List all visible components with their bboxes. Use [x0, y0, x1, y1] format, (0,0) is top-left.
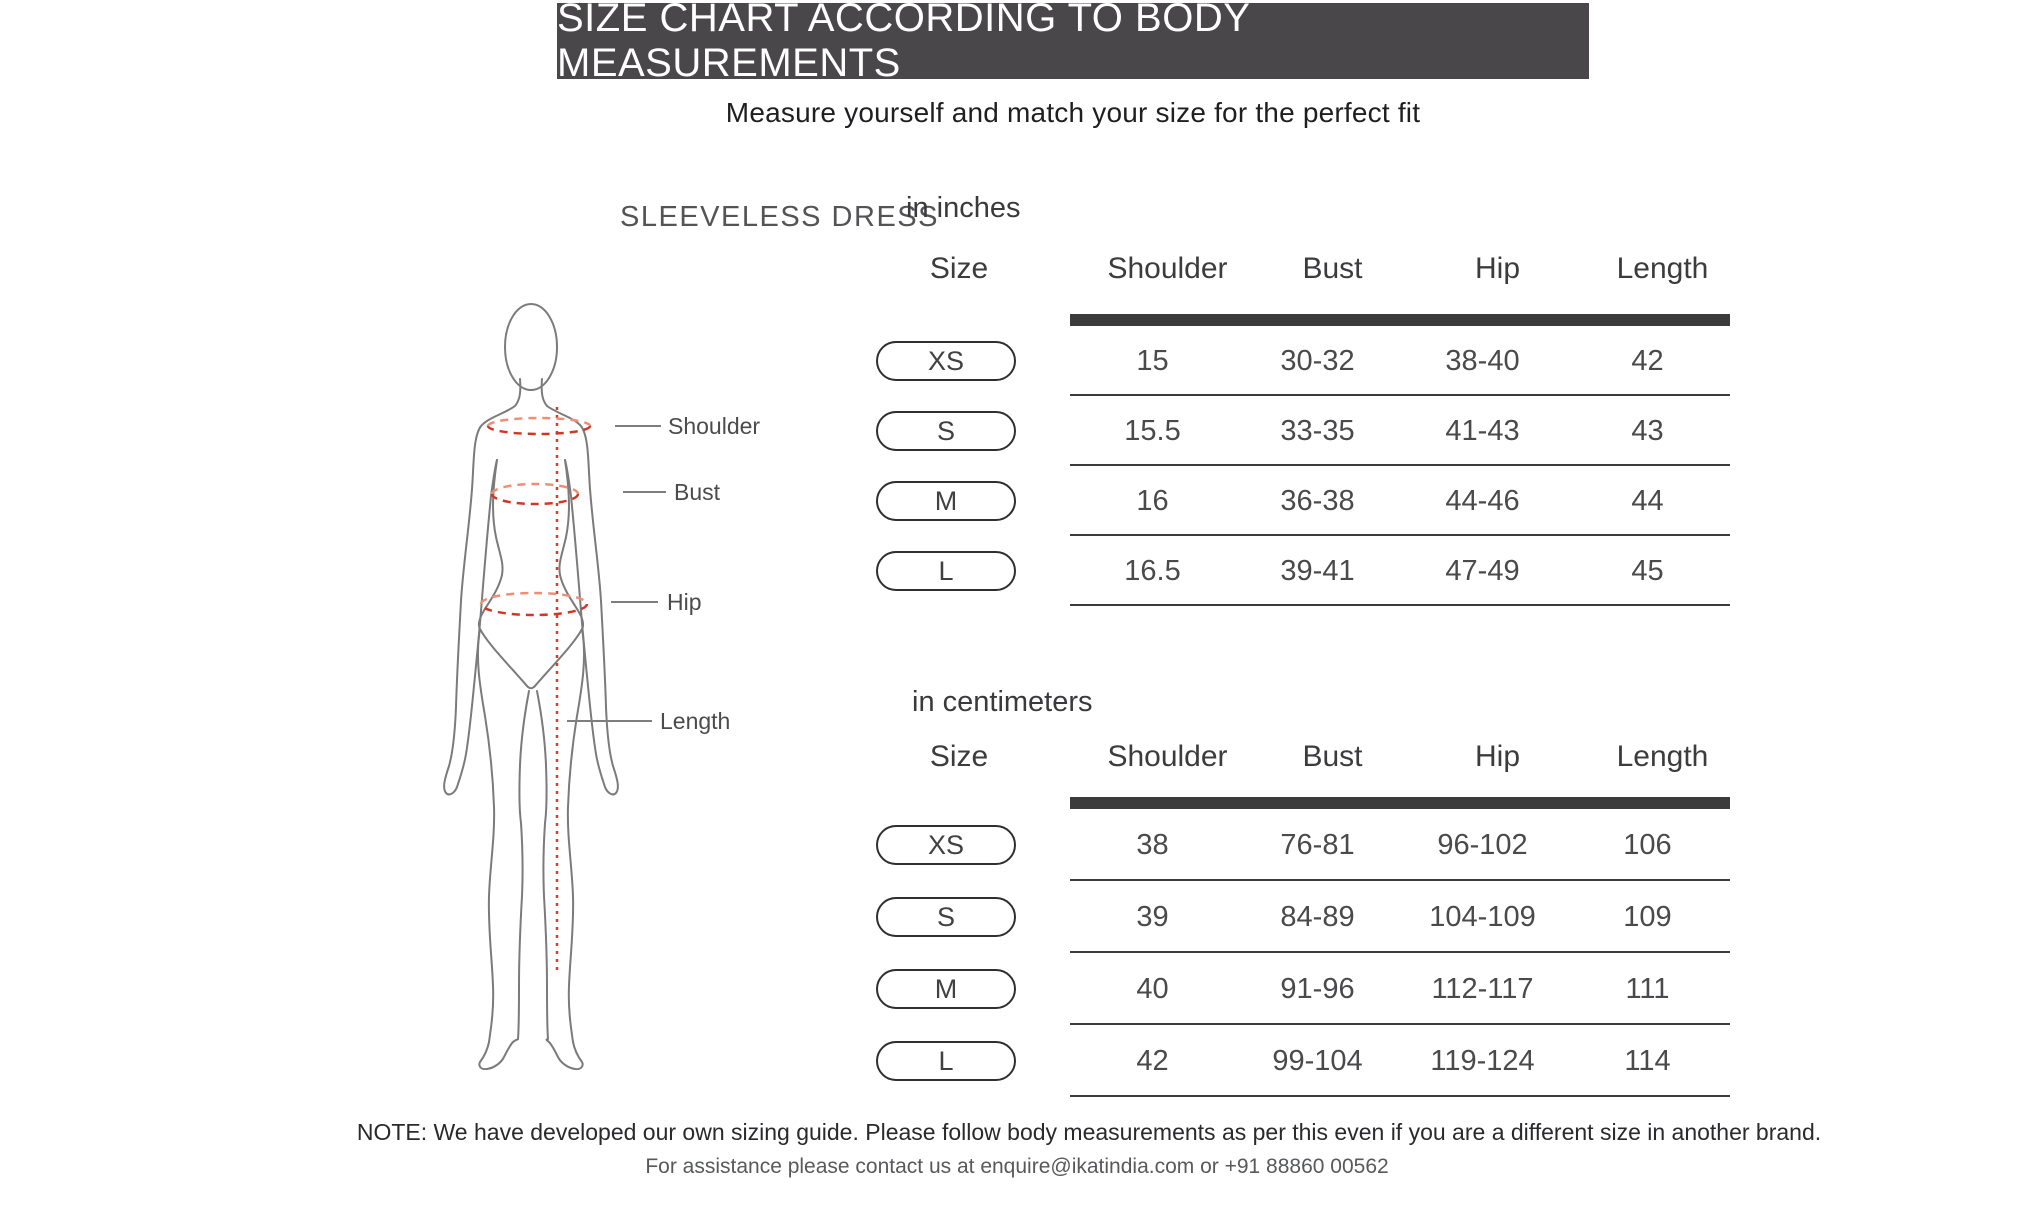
body-outline: [443, 303, 619, 1070]
length-value: 106: [1623, 828, 1672, 861]
length-label: Length: [660, 708, 731, 734]
size-table-centimeters: Size Shoulder Bust Hip Length XS 38 76-8…: [876, 728, 1730, 1097]
length-value: 44: [1631, 484, 1664, 517]
hip-value: 47-49: [1445, 554, 1520, 587]
column-header-bust: Bust: [1302, 252, 1363, 285]
hip-value: 104-109: [1429, 900, 1536, 933]
bust-value: 99-104: [1272, 1044, 1363, 1077]
column-header-shoulder: Shoulder: [1107, 740, 1228, 773]
column-header-hip: Hip: [1474, 252, 1520, 285]
column-header-shoulder: Shoulder: [1107, 252, 1228, 285]
size-pill: M: [876, 481, 1016, 521]
size-pill: L: [876, 1041, 1016, 1081]
size-pill: XS: [876, 341, 1016, 381]
table-rule: [1070, 951, 1730, 953]
shoulder-value: 42: [1136, 1044, 1169, 1077]
size-pill: S: [876, 411, 1016, 451]
hip-value: 112-117: [1431, 972, 1534, 1005]
table-rule: [1070, 394, 1730, 396]
product-name: SLEEVELESS DRESS: [620, 201, 939, 233]
assistance-contact: For assistance please contact us at enqu…: [645, 1155, 1389, 1178]
shoulder-value: 39: [1136, 900, 1169, 933]
shoulder-value: 16.5: [1124, 554, 1181, 587]
shoulder-value: 40: [1136, 972, 1169, 1005]
column-header-length: Length: [1616, 252, 1709, 285]
table-rule: [1070, 1095, 1730, 1097]
shoulder-value: 15.5: [1124, 414, 1181, 447]
table-row-l: L 16.5 39-41 47-49 45: [876, 536, 1730, 606]
bust-value: 76-81: [1280, 828, 1355, 861]
table-rule: [1070, 1023, 1730, 1025]
table-rule: [1070, 464, 1730, 466]
shoulder-leader-line: [615, 425, 661, 427]
length-value: 45: [1631, 554, 1664, 587]
shoulder-label: Shoulder: [668, 413, 761, 439]
length-leader-line: [567, 720, 652, 722]
size-pill: M: [876, 969, 1016, 1009]
hip-value: 38-40: [1445, 344, 1520, 377]
table-row-l: L 42 99-104 119-124 114: [876, 1025, 1730, 1097]
bust-value: 39-41: [1280, 554, 1355, 587]
table-rule: [1070, 604, 1730, 606]
hip-value: 44-46: [1445, 484, 1520, 517]
length-value: 109: [1623, 900, 1672, 933]
size-pill: L: [876, 551, 1016, 591]
table-rule: [1070, 797, 1730, 809]
hip-value: 119-124: [1430, 1044, 1535, 1077]
column-header-size: Size: [929, 740, 989, 773]
hip-label: Hip: [667, 589, 702, 615]
bust-label: Bust: [674, 479, 721, 505]
table-rule: [1070, 534, 1730, 536]
sizing-note: NOTE: We have developed our own sizing g…: [356, 1119, 1822, 1145]
size-pill: XS: [876, 825, 1016, 865]
column-header-length: Length: [1616, 740, 1709, 773]
bust-value: 36-38: [1280, 484, 1355, 517]
bust-value: 30-32: [1280, 344, 1355, 377]
table-header-row: Size Shoulder Bust Hip Length: [876, 240, 1730, 326]
female-body-figure: [443, 303, 619, 1070]
table-row-s: S 39 84-89 104-109 109: [876, 881, 1730, 953]
column-header-hip: Hip: [1474, 740, 1520, 773]
length-value: 111: [1625, 972, 1670, 1005]
hip-guide-line: [479, 591, 589, 605]
bust-leader-line: [623, 491, 666, 493]
hip-value: 41-43: [1445, 414, 1520, 447]
column-header-size: Size: [929, 252, 989, 285]
length-value: 42: [1631, 344, 1664, 377]
unit-label-inches: in inches: [906, 192, 1021, 224]
column-header-bust: Bust: [1302, 740, 1363, 773]
size-pill: S: [876, 897, 1016, 937]
subtitle: Measure yourself and match your size for…: [725, 97, 1421, 128]
unit-label-centimeters: in centimeters: [912, 686, 1093, 718]
table-rule: [1070, 879, 1730, 881]
table-header-row: Size Shoulder Bust Hip Length: [876, 728, 1730, 809]
table-row-m: M 40 91-96 112-117 111: [876, 953, 1730, 1025]
shoulder-value: 15: [1136, 344, 1169, 377]
table-row-m: M 16 36-38 44-46 44: [876, 466, 1730, 536]
bust-guide-line: [490, 482, 580, 495]
shoulder-value: 16: [1136, 484, 1169, 517]
hip-value: 96-102: [1437, 828, 1528, 861]
table-row-s: S 15.5 33-35 41-43 43: [876, 396, 1730, 466]
size-table-inches: Size Shoulder Bust Hip Length XS 15 30-3…: [876, 240, 1730, 606]
hip-leader-line: [611, 601, 658, 603]
bust-value: 91-96: [1280, 972, 1355, 1005]
shoulder-value: 38: [1136, 828, 1169, 861]
length-value: 114: [1624, 1044, 1671, 1077]
measurement-guides: [479, 407, 592, 972]
table-row-xs: XS 15 30-32 38-40 42: [876, 326, 1730, 396]
table-row-xs: XS 38 76-81 96-102 106: [876, 809, 1730, 881]
length-value: 43: [1631, 414, 1664, 447]
table-rule: [1070, 314, 1730, 326]
page-title: SIZE CHART ACCORDING TO BODY MEASUREMENT…: [557, 0, 1250, 85]
bust-value: 33-35: [1280, 414, 1355, 447]
shoulder-guide-line: [486, 416, 592, 427]
bust-value: 84-89: [1280, 900, 1355, 933]
title-bar: SIZE CHART ACCORDING TO BODY MEASUREMENT…: [557, 0, 1589, 85]
